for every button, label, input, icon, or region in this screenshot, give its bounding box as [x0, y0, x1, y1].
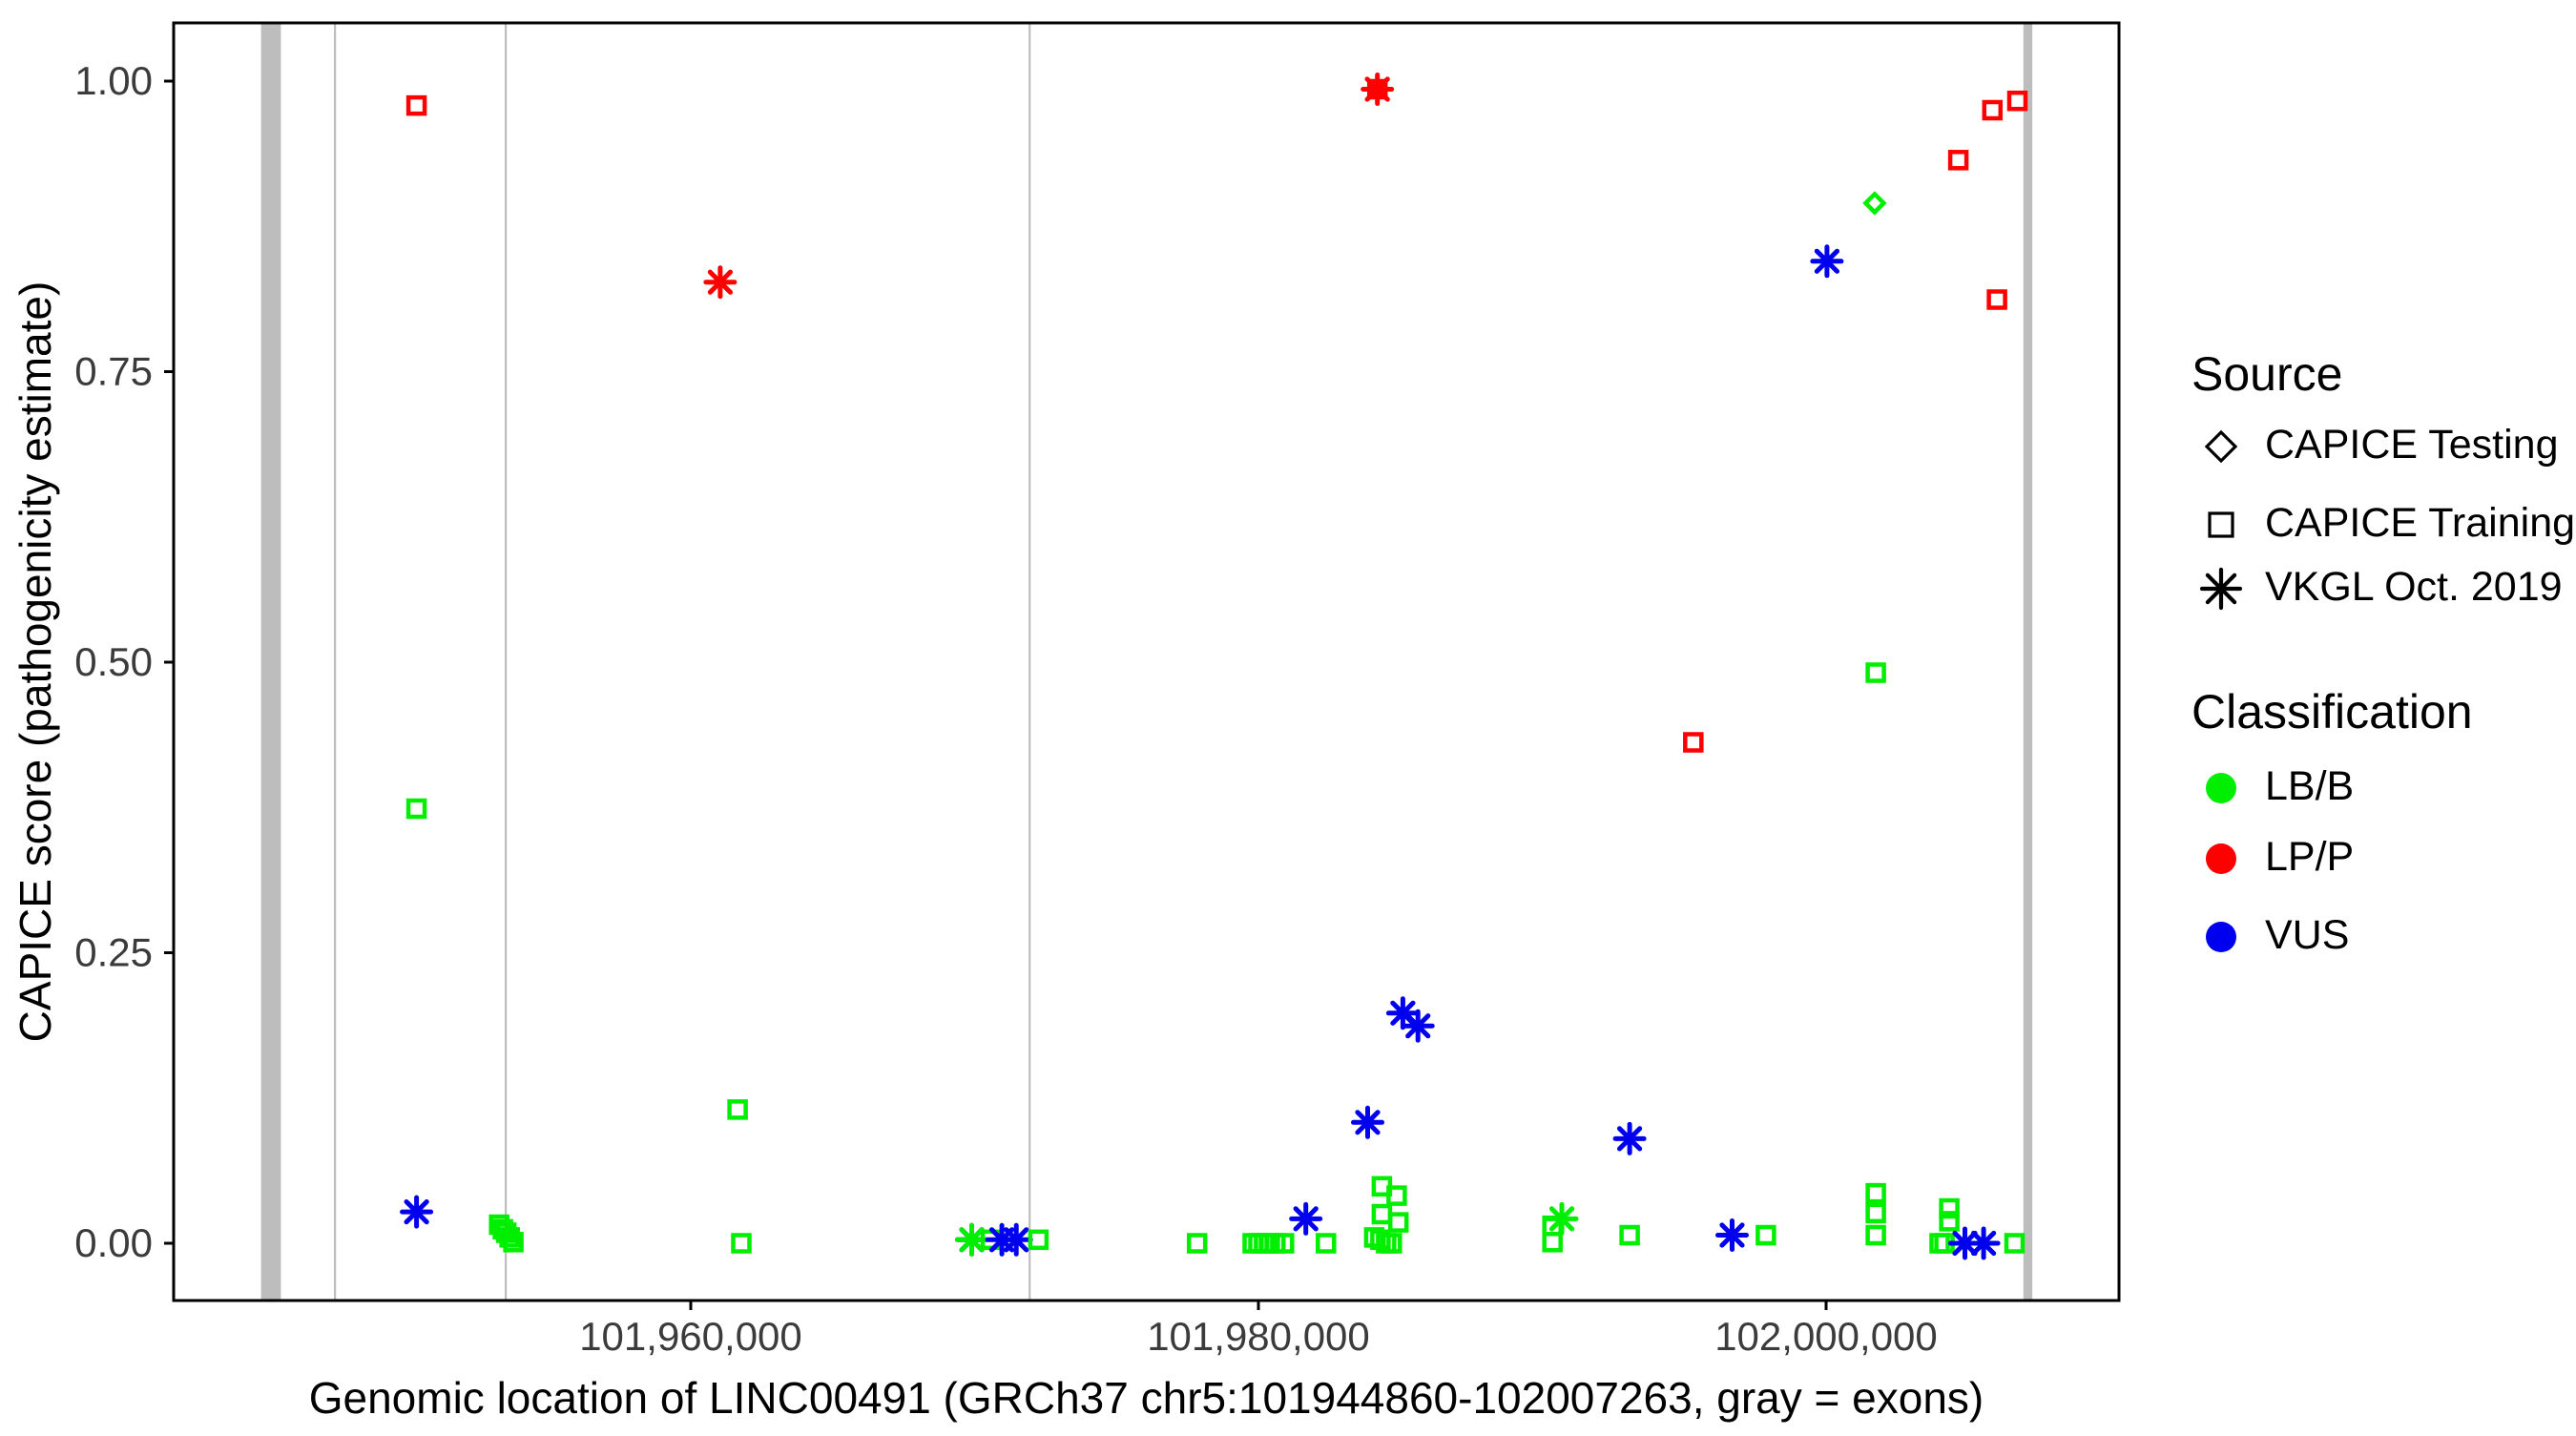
svg-text:Genomic location of LINC00491: Genomic location of LINC00491 (GRCh37 ch… — [309, 1373, 1984, 1423]
svg-text:Classification: Classification — [2192, 685, 2473, 739]
svg-text:CAPICE Training: CAPICE Training — [2265, 500, 2575, 546]
svg-text:101,960,000: 101,960,000 — [579, 1314, 802, 1359]
svg-text:Source: Source — [2192, 347, 2342, 401]
svg-text:101,980,000: 101,980,000 — [1147, 1314, 1370, 1359]
svg-text:0.75: 0.75 — [74, 349, 153, 394]
svg-text:LB/B: LB/B — [2265, 763, 2354, 809]
svg-text:CAPICE score (pathogenicity es: CAPICE score (pathogenicity estimate) — [10, 281, 60, 1043]
svg-text:0.50: 0.50 — [74, 639, 153, 684]
svg-text:102,000,000: 102,000,000 — [1714, 1314, 1938, 1359]
svg-text:CAPICE Testing: CAPICE Testing — [2265, 422, 2559, 468]
svg-text:VKGL Oct. 2019: VKGL Oct. 2019 — [2265, 564, 2563, 610]
svg-text:0.00: 0.00 — [74, 1220, 153, 1265]
svg-text:1.00: 1.00 — [74, 58, 153, 103]
svg-text:LP/P: LP/P — [2265, 834, 2354, 880]
svg-text:VUS: VUS — [2265, 912, 2349, 958]
svg-text:0.25: 0.25 — [74, 930, 153, 975]
